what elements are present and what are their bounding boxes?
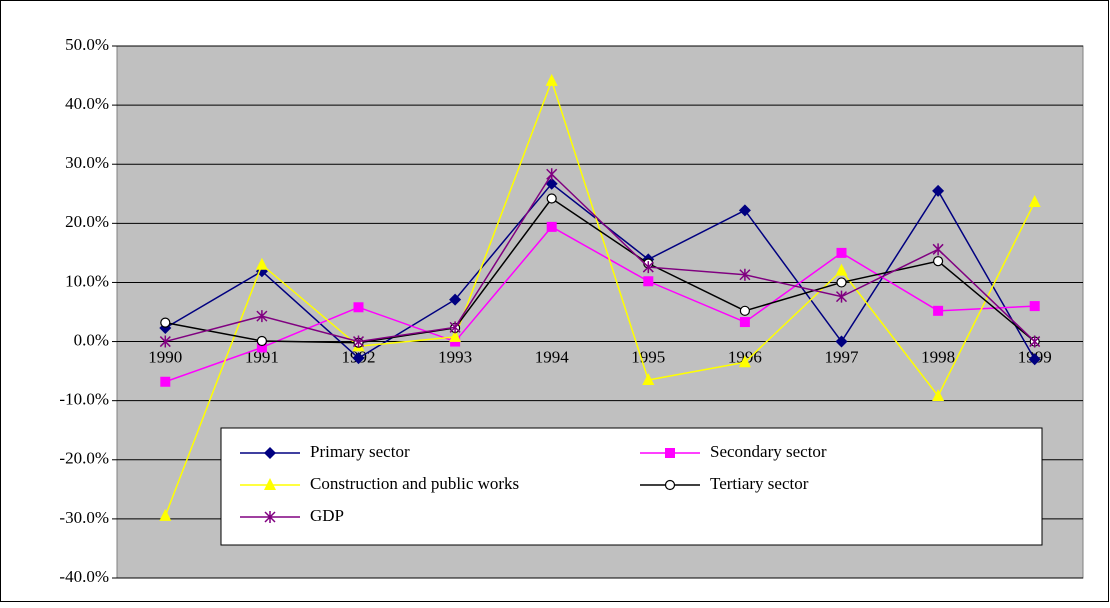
data-point [643, 276, 654, 287]
series-line [165, 173, 1036, 343]
data-point [932, 243, 944, 256]
data-point [255, 257, 268, 270]
legend-marker [264, 511, 276, 523]
data-point [353, 302, 364, 313]
y-tick-label: -30.0% [59, 508, 109, 527]
data-point [1029, 301, 1040, 312]
data-point [739, 268, 751, 281]
x-tick-label: 1998 [921, 347, 955, 366]
data-point [546, 193, 557, 204]
data-point [159, 508, 172, 521]
data-point [932, 184, 945, 197]
data-point [835, 290, 848, 303]
data-point [738, 204, 751, 217]
data-point [739, 317, 750, 328]
data-point [449, 293, 462, 306]
y-tick-label: -40.0% [59, 567, 109, 586]
series-line [165, 225, 1035, 383]
legend-marker [264, 447, 276, 459]
legend-label: Primary sector [310, 442, 410, 461]
legend [220, 427, 1043, 546]
legend-marker [665, 448, 675, 458]
data-point [835, 263, 848, 276]
data-point [546, 168, 558, 181]
data-point [1028, 353, 1041, 366]
data-point [545, 73, 558, 86]
data-point [836, 277, 847, 288]
data-point [836, 247, 847, 258]
y-tick-label: 30.0% [65, 153, 109, 172]
data-point [546, 221, 557, 232]
y-tick-label: 20.0% [65, 212, 109, 231]
legend-marker [264, 478, 276, 490]
data-point [449, 321, 461, 334]
y-tick-label: 10.0% [65, 271, 109, 290]
x-tick-label: 1995 [631, 347, 665, 366]
data-point [1029, 335, 1041, 348]
x-tick-label: 1993 [438, 347, 472, 366]
data-point [738, 355, 751, 368]
data-point [352, 335, 365, 348]
y-tick-label: 0.0% [74, 330, 109, 349]
data-point [159, 335, 171, 348]
data-point [642, 372, 655, 385]
data-point [642, 261, 654, 274]
data-point [256, 310, 268, 323]
x-tick-label: 1994 [535, 347, 570, 366]
data-point [932, 256, 944, 267]
y-tick-label: 50.0% [65, 35, 109, 54]
x-tick-label: 1997 [825, 347, 860, 366]
data-point [835, 335, 848, 348]
data-point [160, 376, 171, 387]
data-point [256, 342, 267, 353]
series-line [165, 197, 1036, 344]
data-point [545, 177, 558, 190]
legend-label: Secondary sector [710, 442, 827, 461]
y-tick-label: 40.0% [65, 94, 109, 113]
data-point [1028, 195, 1041, 208]
legend-marker [664, 479, 676, 491]
legend-label: Construction and public works [310, 474, 519, 493]
x-tick-label: 1990 [148, 347, 182, 366]
data-point [160, 317, 171, 328]
data-point [739, 305, 751, 316]
legend-label: Tertiary sector [710, 474, 809, 493]
legend-label: GDP [310, 506, 344, 525]
y-tick-label: -20.0% [59, 449, 109, 468]
y-tick-label: -10.0% [59, 390, 109, 409]
data-point [932, 388, 945, 401]
x-tick-label: 1991 [245, 347, 279, 366]
data-point [256, 335, 267, 347]
data-point [449, 329, 462, 342]
data-point [352, 352, 365, 365]
data-point [933, 305, 944, 316]
